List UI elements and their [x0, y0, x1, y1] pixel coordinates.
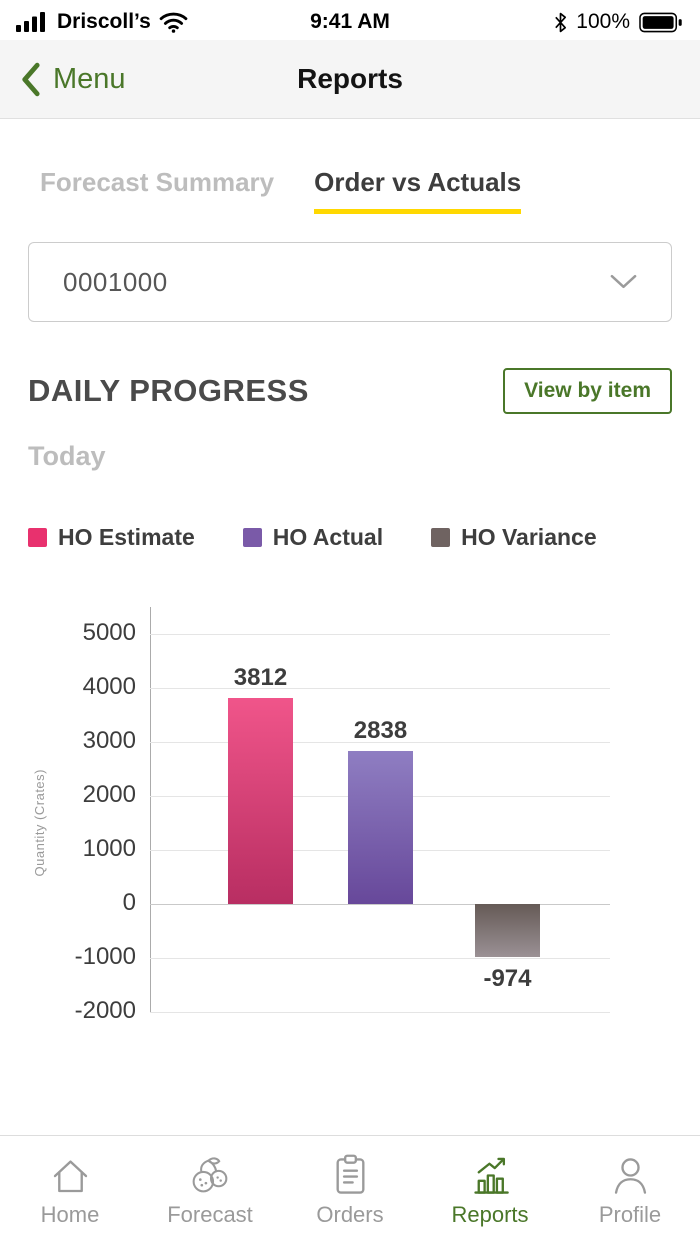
- plot-area: 5000 4000 3000 2000 1000 0 -1000 -2000 3…: [75, 607, 610, 1024]
- gridline: [150, 634, 610, 635]
- bar-value-label: 2838: [353, 716, 408, 744]
- legend-label: HO Estimate: [58, 524, 195, 550]
- tab-bar-label: Reports: [451, 1202, 529, 1227]
- bar-ho-variance: [475, 904, 540, 957]
- legend-item-ho-variance: HO Variance: [431, 524, 597, 551]
- back-chevron-icon: [20, 62, 41, 97]
- tab-order-vs-actuals[interactable]: Order vs Actuals: [314, 167, 522, 214]
- tab-forecast-summary[interactable]: Forecast Summary: [40, 167, 275, 197]
- tab-bar-item-home[interactable]: Home: [0, 1136, 140, 1244]
- bar-group-ho-variance: -974: [475, 634, 540, 1012]
- y-tick: 1000: [82, 835, 136, 862]
- home-icon: [47, 1152, 94, 1199]
- tab-bar-item-forecast[interactable]: Forecast: [140, 1136, 280, 1244]
- y-tick: 2000: [82, 781, 136, 808]
- report-content: Forecast Summary Order vs Actuals 000100…: [0, 167, 700, 1047]
- clock: 9:41 AM: [310, 10, 390, 33]
- berries-icon: [187, 1152, 234, 1199]
- nav-bar: Menu Reports: [0, 40, 700, 119]
- legend-swatch-actual: [242, 528, 262, 547]
- daily-progress-header: DAILY PROGRESS View by item: [28, 368, 672, 414]
- view-by-item-button[interactable]: View by item: [503, 368, 672, 414]
- dropdown-selected-value: 0001000: [63, 266, 168, 297]
- y-tick: 0: [122, 889, 136, 916]
- tab-bar-label: Forecast: [167, 1202, 253, 1227]
- battery-percent: 100%: [576, 10, 630, 33]
- chart-legend: HO Estimate HO Actual HO Variance: [28, 524, 672, 551]
- report-tabs: Forecast Summary Order vs Actuals: [28, 167, 672, 214]
- back-button[interactable]: Menu: [0, 62, 126, 97]
- legend-item-ho-actual: HO Actual: [242, 524, 384, 551]
- tab-bar-item-orders[interactable]: Orders: [280, 1136, 420, 1244]
- cellular-signal-icon: [16, 11, 49, 33]
- bottom-tab-bar: Home Forecast: [0, 1135, 700, 1244]
- back-label: Menu: [53, 62, 126, 95]
- y-tick: 3000: [82, 727, 136, 754]
- y-tick: -1000: [74, 943, 136, 970]
- clipboard-icon: [327, 1152, 374, 1199]
- legend-label: HO Variance: [461, 524, 597, 550]
- page-title: Reports: [297, 63, 403, 94]
- battery-icon: [638, 12, 684, 33]
- section-title: DAILY PROGRESS: [28, 373, 309, 408]
- bar-value-label: 3812: [233, 664, 288, 692]
- y-axis-line: [150, 607, 151, 1012]
- bar-ho-actual: [348, 750, 413, 904]
- bar-group-ho-actual: 2838: [348, 634, 413, 1012]
- chevron-down-icon: [610, 274, 637, 290]
- wifi-icon: [159, 12, 188, 33]
- y-tick: 4000: [82, 673, 136, 700]
- bar-ho-estimate: [228, 698, 293, 904]
- status-bar-right: 100%: [553, 10, 684, 34]
- tab-bar-label: Home: [40, 1202, 100, 1227]
- gridline: [150, 688, 610, 689]
- bar-group-ho-estimate: 3812: [228, 634, 293, 1012]
- status-bar: Driscoll’s 9:41 AM 100%: [0, 0, 700, 40]
- bar-value-label: -974: [483, 964, 532, 992]
- carrier-label: Driscoll’s: [57, 10, 151, 33]
- legend-swatch-estimate: [28, 528, 47, 547]
- ranch-number-dropdown[interactable]: 0001000: [28, 242, 672, 322]
- tab-bar-item-profile[interactable]: Profile: [560, 1136, 700, 1244]
- tab-bar-label: Orders: [316, 1202, 384, 1227]
- profile-icon: [607, 1152, 654, 1199]
- legend-item-ho-estimate: HO Estimate: [28, 524, 195, 551]
- reports-chart-icon: [467, 1152, 514, 1199]
- y-tick: 5000: [82, 619, 136, 646]
- y-tick: -2000: [74, 997, 136, 1024]
- bluetooth-icon: [553, 11, 568, 34]
- gridline: [150, 904, 610, 905]
- legend-label: HO Actual: [272, 524, 384, 550]
- gridline: [150, 958, 610, 959]
- gridline: [150, 742, 610, 743]
- section-subtitle: Today: [28, 441, 106, 471]
- tab-bar-label: Profile: [598, 1202, 662, 1227]
- status-bar-left: Driscoll’s: [16, 10, 188, 34]
- bar-chart: Quantity (Crates) 5000 4000 3000 2000 10…: [28, 607, 672, 1047]
- gridline: [150, 1012, 610, 1013]
- legend-swatch-variance: [431, 528, 451, 547]
- tab-bar-item-reports[interactable]: Reports: [420, 1136, 560, 1244]
